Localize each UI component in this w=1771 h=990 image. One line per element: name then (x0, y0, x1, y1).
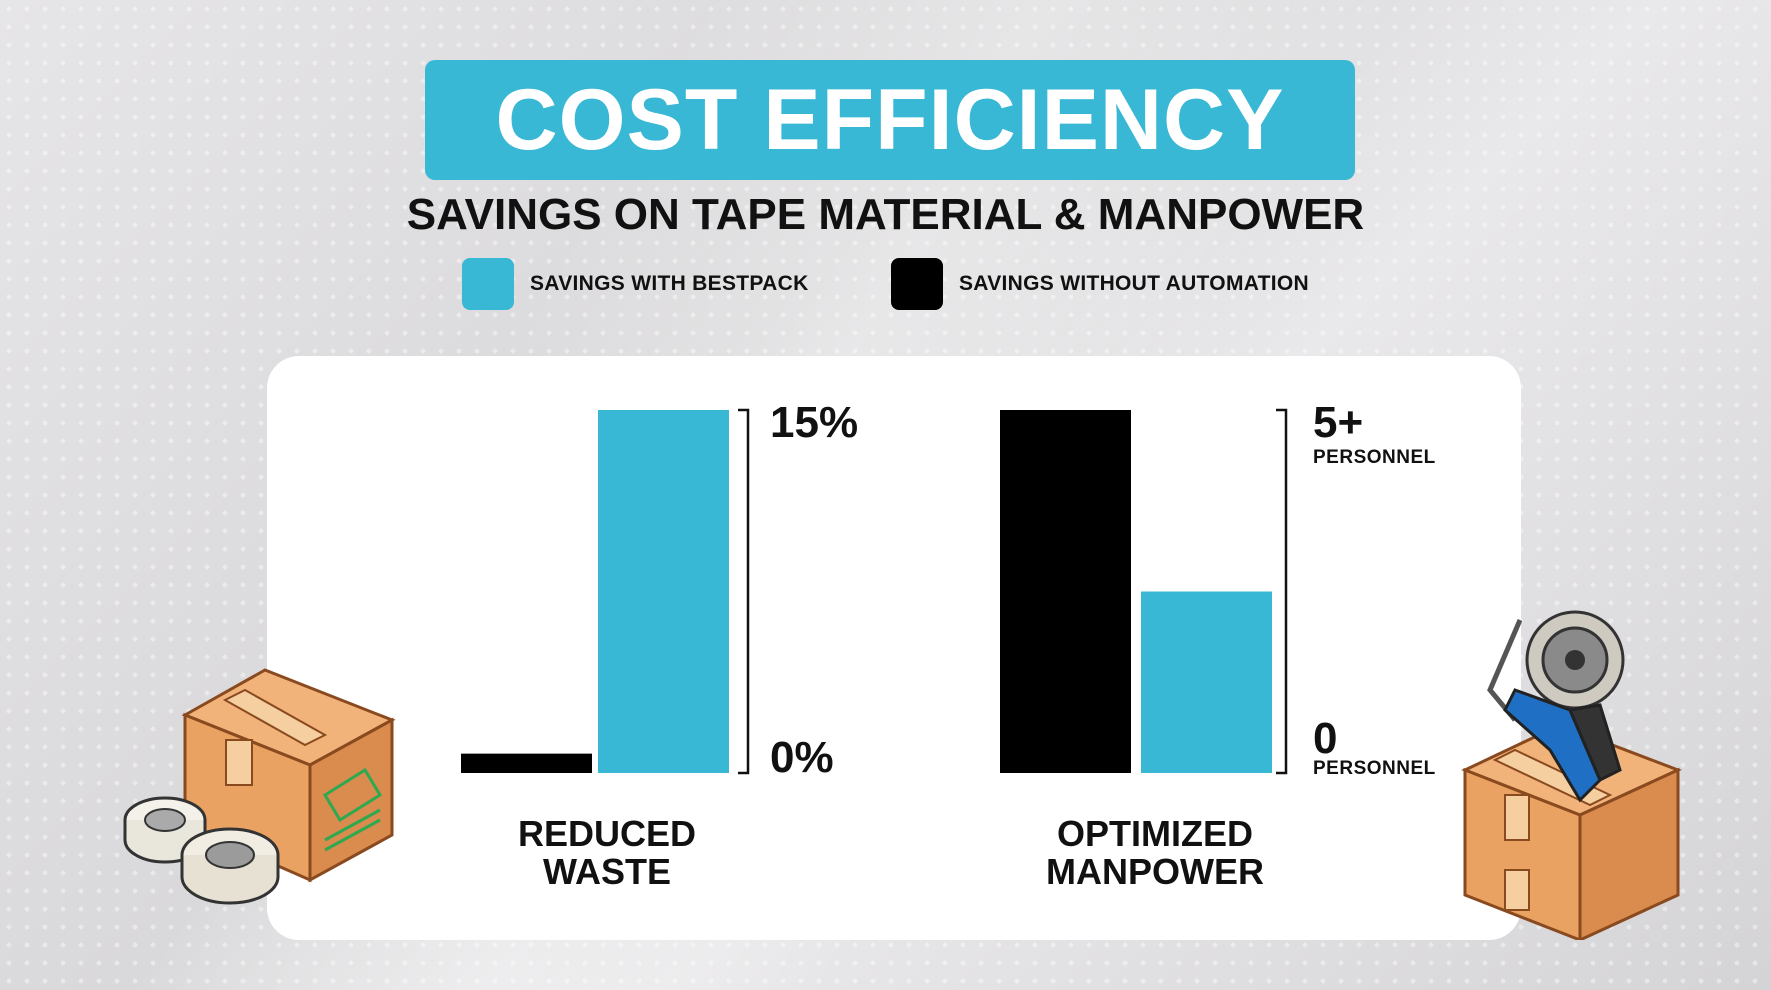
bar-optimized-manpower-without-automation (1000, 410, 1131, 773)
tick-label-0-percent: 0% (770, 733, 834, 782)
tick-sublabel-personnel-bottom: PERSONNEL (1313, 758, 1436, 779)
legend-swatch-bestpack (462, 258, 514, 310)
chart-subtitle: SAVINGS ON TAPE MATERIAL & MANPOWER (406, 190, 1365, 239)
legend-item-bestpack: SAVINGS WITH BESTPACK (462, 258, 809, 310)
tick-label-0-personnel: 0 (1313, 714, 1338, 763)
tick-sublabel-personnel-top: PERSONNEL (1313, 447, 1436, 468)
bar-optimized-manpower-bestpack (1141, 591, 1272, 773)
bar-reduced-waste-bestpack (598, 410, 729, 773)
legend-label-bestpack: SAVINGS WITH BESTPACK (530, 272, 809, 295)
legend-label-without-automation: SAVINGS WITHOUT AUTOMATION (959, 272, 1310, 295)
category-line: WASTE (542, 851, 671, 892)
bar-reduced-waste-without-automation (461, 753, 592, 773)
legend-swatch-without-automation (891, 258, 943, 310)
box-with-tape-dispenser-illustration (1461, 610, 1682, 940)
tick-label-15-percent: 15% (770, 398, 859, 447)
boxes-and-tape-rolls-illustration (123, 668, 396, 905)
category-line: REDUCED (517, 813, 696, 854)
title-banner: COST EFFICIENCY (425, 60, 1355, 180)
category-label-optimized-manpower: OPTIMIZED MANPOWER (995, 815, 1315, 891)
y-axis-bracket (738, 408, 750, 775)
tick-label-5-plus: 5+ (1313, 398, 1364, 447)
category-label-reduced-waste: REDUCED WASTE (447, 815, 767, 891)
page-title: COST EFFICIENCY (495, 71, 1285, 168)
category-line: MANPOWER (1046, 851, 1264, 892)
category-line: OPTIMIZED (1057, 813, 1253, 854)
y-axis-bracket (1276, 408, 1288, 775)
chart-panel (267, 356, 1521, 940)
legend-item-without-automation: SAVINGS WITHOUT AUTOMATION (891, 258, 1309, 310)
